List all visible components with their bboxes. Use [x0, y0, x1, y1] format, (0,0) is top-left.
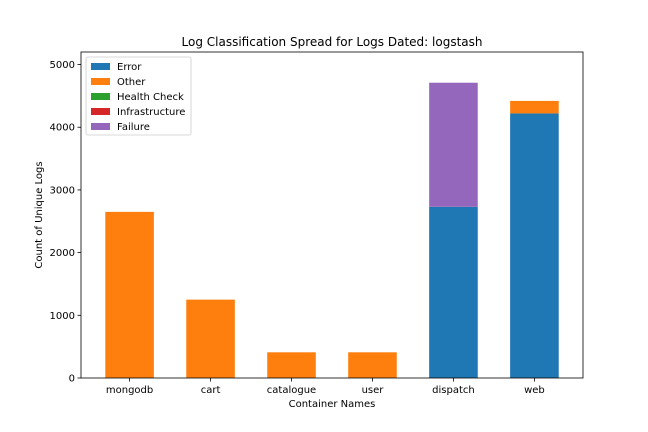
legend-swatch-failure [91, 123, 110, 130]
legend-label-infrastructure: Infrastructure [117, 107, 185, 118]
x-tick-label-user: user [362, 385, 385, 396]
legend: Error Other Health Check Infrastructure Fail… [85, 56, 192, 136]
bar-web-other [510, 100, 559, 114]
bar-user-other [348, 352, 397, 378]
bar-mongodb-other [105, 211, 154, 378]
x-axis-title: Container Names [289, 399, 376, 410]
legend-swatch-health-check [91, 93, 110, 100]
y-axis-title: Count of Unique Logs [34, 161, 45, 268]
legend-label-error: Error [117, 62, 142, 73]
x-tick-label-web: web [524, 385, 545, 396]
bar-catalogue-other [267, 352, 316, 378]
y-tick-label: 0 [69, 374, 75, 385]
legend-label-other: Other [117, 77, 146, 88]
legend-swatch-other [91, 78, 110, 85]
legend-label-failure: Failure [117, 122, 150, 133]
plot-frame [80, 51, 584, 379]
bar-cart-other [186, 299, 235, 378]
chart-title: Log Classification Spread for Logs Dated… [182, 35, 483, 49]
bars-layer [105, 82, 559, 378]
bar-dispatch-error [429, 206, 478, 378]
x-tick-label-dispatch: dispatch [432, 385, 475, 396]
y-tick-label: 3000 [50, 185, 75, 196]
x-tick-label-catalogue: catalogue [267, 385, 316, 396]
y-tick-label: 5000 [50, 60, 75, 71]
legend-box [85, 56, 192, 136]
y-tick-label: 4000 [50, 123, 75, 134]
bar-web-error [510, 113, 559, 378]
legend-label-health-check: Health Check [117, 92, 184, 103]
legend-swatch-infrastructure [91, 108, 110, 115]
x-tick-label-mongodb: mongodb [106, 385, 153, 396]
y-axis: 0 1000 2000 3000 4000 5000 [50, 60, 81, 385]
x-tick-label-cart: cart [201, 385, 221, 396]
bar-dispatch-failure [429, 82, 478, 207]
y-tick-label: 2000 [50, 248, 75, 259]
x-axis: mongodb cart catalogue user dispatch web [106, 378, 545, 396]
y-tick-label: 1000 [50, 311, 75, 322]
legend-swatch-error [91, 63, 110, 70]
